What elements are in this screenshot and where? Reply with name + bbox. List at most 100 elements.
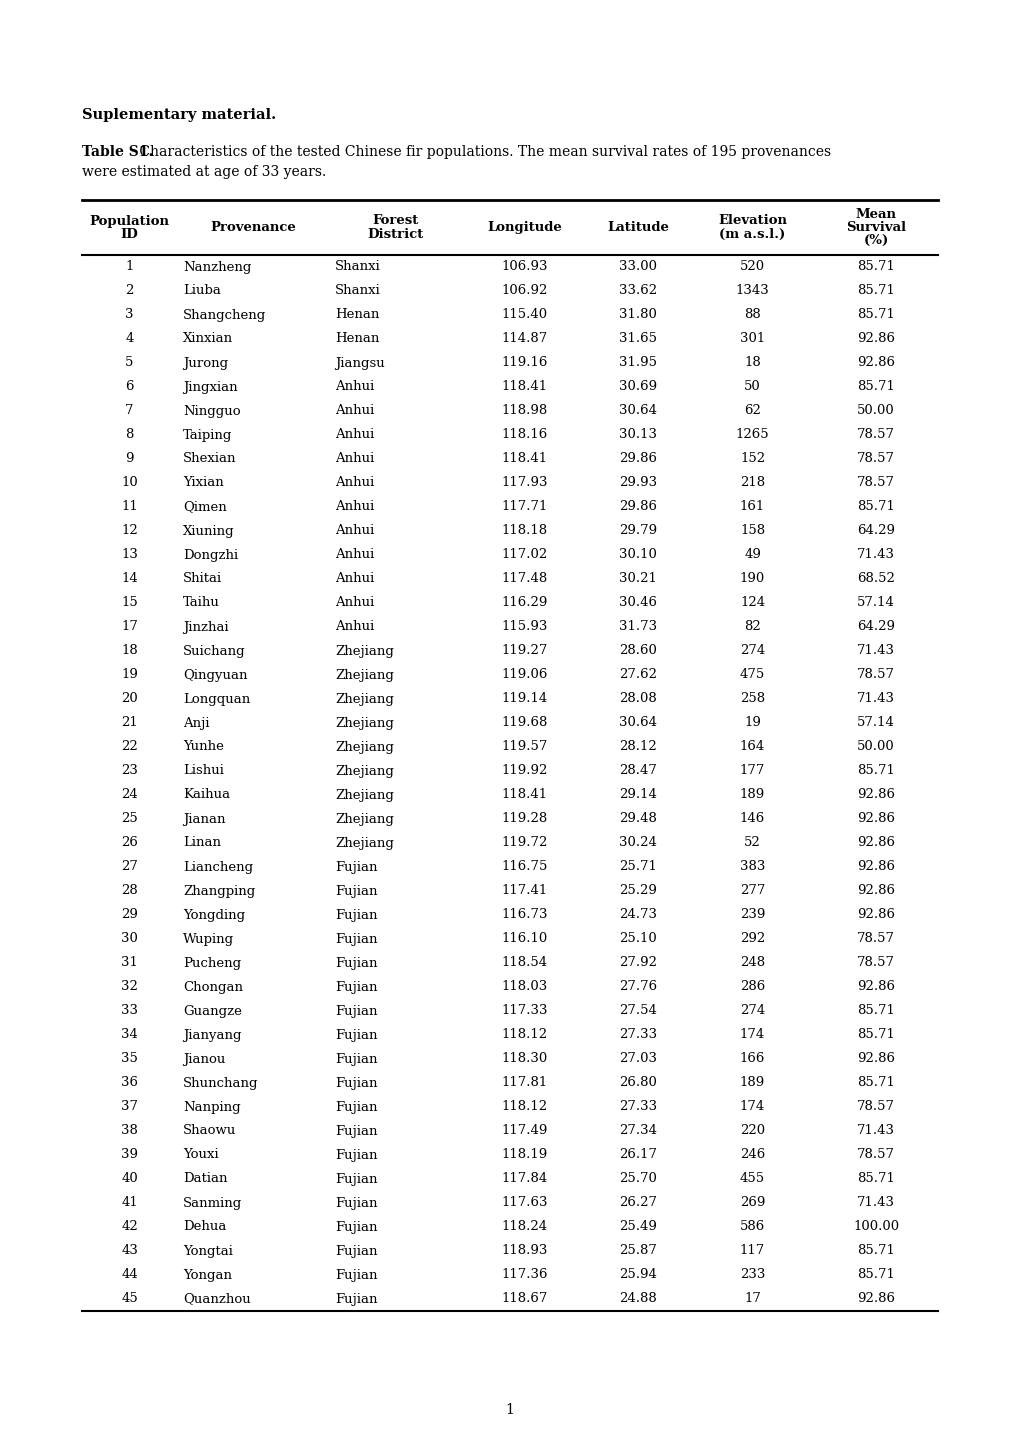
Text: Henan: Henan [335, 333, 379, 346]
Text: Shangcheng: Shangcheng [183, 309, 266, 322]
Text: Jianyang: Jianyang [183, 1028, 242, 1041]
Text: Anhui: Anhui [335, 453, 374, 466]
Text: 117.48: 117.48 [500, 572, 547, 585]
Text: 25.94: 25.94 [619, 1269, 656, 1282]
Text: 115.40: 115.40 [500, 309, 547, 322]
Text: Suplementary material.: Suplementary material. [82, 108, 276, 123]
Text: 92.86: 92.86 [856, 981, 895, 994]
Text: 119.72: 119.72 [500, 836, 547, 849]
Text: 29.86: 29.86 [619, 500, 657, 513]
Text: Dongzhi: Dongzhi [183, 548, 238, 561]
Text: 28: 28 [121, 884, 138, 897]
Text: Taihu: Taihu [183, 597, 220, 610]
Text: Anhui: Anhui [335, 597, 374, 610]
Text: 27.62: 27.62 [619, 669, 657, 682]
Text: Shexian: Shexian [183, 453, 236, 466]
Text: 119.14: 119.14 [500, 692, 547, 705]
Text: 475: 475 [739, 669, 764, 682]
Text: Suichang: Suichang [183, 645, 246, 658]
Text: Pucheng: Pucheng [183, 956, 242, 969]
Text: 26.80: 26.80 [619, 1077, 656, 1090]
Text: 71.43: 71.43 [856, 1125, 895, 1138]
Text: 119.06: 119.06 [500, 669, 547, 682]
Text: 520: 520 [739, 261, 764, 274]
Text: 118.41: 118.41 [500, 381, 547, 394]
Text: 292: 292 [739, 933, 764, 946]
Text: Kaihua: Kaihua [183, 789, 230, 802]
Text: 117.84: 117.84 [500, 1172, 547, 1185]
Text: 85.71: 85.71 [856, 1172, 895, 1185]
Text: 118.19: 118.19 [500, 1148, 547, 1161]
Text: Yixian: Yixian [183, 476, 223, 489]
Text: Provenance: Provenance [210, 221, 296, 234]
Text: Zhejiang: Zhejiang [335, 692, 393, 705]
Text: 78.57: 78.57 [856, 1100, 895, 1113]
Text: 33.62: 33.62 [619, 284, 657, 297]
Text: 13: 13 [121, 548, 138, 561]
Text: Forest: Forest [372, 215, 419, 228]
Text: 3: 3 [125, 309, 133, 322]
Text: 78.57: 78.57 [856, 1148, 895, 1161]
Text: 114.87: 114.87 [500, 333, 547, 346]
Text: 30.24: 30.24 [619, 836, 656, 849]
Text: 9: 9 [125, 453, 133, 466]
Text: Yongan: Yongan [183, 1269, 232, 1282]
Text: 119.92: 119.92 [500, 764, 547, 777]
Text: 146: 146 [739, 812, 764, 825]
Text: Qimen: Qimen [183, 500, 226, 513]
Text: 85.71: 85.71 [856, 261, 895, 274]
Text: Zhejiang: Zhejiang [335, 812, 393, 825]
Text: 27.33: 27.33 [619, 1028, 657, 1041]
Text: Yongtai: Yongtai [183, 1244, 232, 1257]
Text: 44: 44 [121, 1269, 138, 1282]
Text: 92.86: 92.86 [856, 333, 895, 346]
Text: Shaowu: Shaowu [183, 1125, 236, 1138]
Text: 40: 40 [121, 1172, 138, 1185]
Text: 27: 27 [121, 861, 138, 874]
Text: 42: 42 [121, 1220, 138, 1233]
Text: 19: 19 [744, 717, 760, 730]
Text: 36: 36 [121, 1077, 138, 1090]
Text: 15: 15 [121, 597, 138, 610]
Text: Zhejiang: Zhejiang [335, 741, 393, 754]
Text: Quanzhou: Quanzhou [183, 1292, 251, 1305]
Text: 301: 301 [739, 333, 764, 346]
Text: Shanxi: Shanxi [335, 284, 381, 297]
Text: 118.12: 118.12 [500, 1100, 547, 1113]
Text: 30: 30 [121, 933, 138, 946]
Text: 29.48: 29.48 [619, 812, 656, 825]
Text: Jingxian: Jingxian [183, 381, 237, 394]
Text: Characteristics of the tested Chinese fir populations. The mean survival rates o: Characteristics of the tested Chinese fi… [135, 146, 830, 159]
Text: 88: 88 [744, 309, 760, 322]
Text: Lishui: Lishui [183, 764, 224, 777]
Text: Jurong: Jurong [183, 356, 228, 369]
Text: 29.79: 29.79 [619, 525, 657, 538]
Text: Taiping: Taiping [183, 428, 232, 441]
Text: 10: 10 [121, 476, 138, 489]
Text: 71.43: 71.43 [856, 1197, 895, 1210]
Text: Fujian: Fujian [335, 884, 377, 897]
Text: 174: 174 [739, 1100, 764, 1113]
Text: 78.57: 78.57 [856, 476, 895, 489]
Text: (m a.s.l.): (m a.s.l.) [718, 228, 785, 241]
Text: 118.41: 118.41 [500, 789, 547, 802]
Text: 118.12: 118.12 [500, 1028, 547, 1041]
Text: 12: 12 [121, 525, 138, 538]
Text: 85.71: 85.71 [856, 764, 895, 777]
Text: Fujian: Fujian [335, 1005, 377, 1018]
Text: Zhangping: Zhangping [183, 884, 255, 897]
Text: 35: 35 [121, 1053, 138, 1066]
Text: 27.92: 27.92 [619, 956, 657, 969]
Text: Youxi: Youxi [183, 1148, 218, 1161]
Text: 119.16: 119.16 [500, 356, 547, 369]
Text: Shitai: Shitai [183, 572, 222, 585]
Text: 277: 277 [739, 884, 764, 897]
Text: 85.71: 85.71 [856, 1077, 895, 1090]
Text: 31.80: 31.80 [619, 309, 656, 322]
Text: 78.57: 78.57 [856, 669, 895, 682]
Text: 8: 8 [125, 428, 133, 441]
Text: 92.86: 92.86 [856, 908, 895, 921]
Text: 25.10: 25.10 [619, 933, 656, 946]
Text: 85.71: 85.71 [856, 381, 895, 394]
Text: 41: 41 [121, 1197, 138, 1210]
